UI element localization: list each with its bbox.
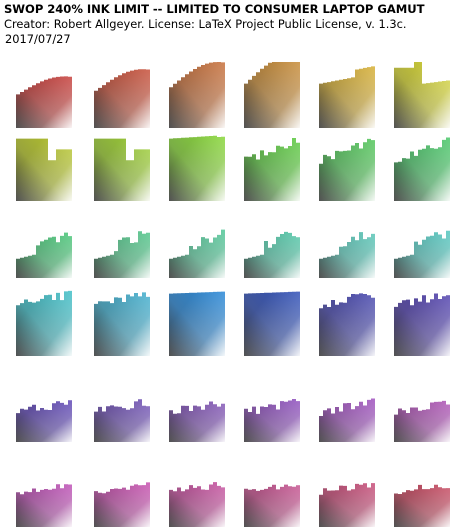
gamut-swatch xyxy=(319,136,375,201)
gamut-swatch xyxy=(94,138,150,201)
chart-title: SWOP 240% INK LIMIT -- LIMITED TO CONSUM… xyxy=(4,2,425,16)
gamut-swatch xyxy=(394,137,450,201)
gamut-swatch xyxy=(94,290,150,356)
gamut-swatch xyxy=(394,229,450,278)
gamut-swatch xyxy=(319,483,375,527)
gamut-swatch xyxy=(244,291,300,356)
gamut-swatch xyxy=(169,482,225,527)
gamut-swatch xyxy=(16,290,72,356)
gamut-swatch xyxy=(16,483,72,527)
gamut-swatch xyxy=(94,482,150,527)
gamut-swatch xyxy=(244,62,300,128)
header: SWOP 240% INK LIMIT -- LIMITED TO CONSUM… xyxy=(4,2,448,47)
gamut-swatch xyxy=(94,399,150,442)
gamut-swatch xyxy=(94,69,150,128)
gamut-swatch xyxy=(244,138,300,201)
gamut-swatch xyxy=(394,397,450,442)
gamut-swatch xyxy=(394,62,450,128)
gamut-swatch xyxy=(16,138,72,201)
gamut-swatch xyxy=(169,291,225,356)
creator-license-line: Creator: Robert Allgeyer. License: LaTeX… xyxy=(4,17,407,31)
date-line: 2017/07/27 xyxy=(5,32,71,46)
gamut-swatch xyxy=(16,76,72,128)
gamut-swatch xyxy=(319,65,375,128)
gamut-swatch xyxy=(16,400,72,442)
gamut-swatch xyxy=(244,231,300,278)
gamut-swatch xyxy=(244,399,300,442)
gamut-swatch xyxy=(169,398,225,442)
gamut-swatch xyxy=(394,291,450,356)
gamut-swatch xyxy=(244,482,300,527)
gamut-swatch xyxy=(169,135,225,201)
gamut-swatch xyxy=(169,62,225,128)
gamut-swatch xyxy=(394,484,450,527)
gamut-swatch xyxy=(94,226,150,278)
gamut-swatch xyxy=(319,398,375,442)
gamut-swatch xyxy=(16,232,72,278)
gamut-swatch xyxy=(169,229,225,278)
gamut-swatch xyxy=(319,225,375,278)
gamut-swatch xyxy=(319,293,375,356)
